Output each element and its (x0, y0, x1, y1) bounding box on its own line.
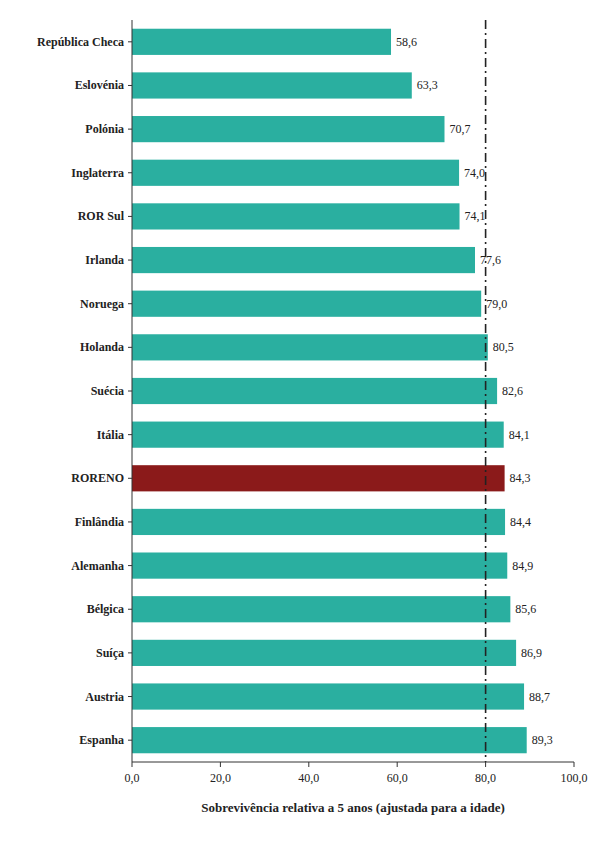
y-tick-label: Itália (97, 428, 124, 442)
y-tick (128, 652, 132, 653)
y-tick-label: ROR Sul (78, 209, 125, 223)
y-tick-label: Polónia (85, 122, 124, 136)
bar (132, 640, 516, 666)
y-tick (128, 521, 132, 522)
y-tick-label: Austria (85, 690, 124, 704)
data-label: 63,3 (417, 78, 438, 92)
y-tick (128, 303, 132, 304)
bar (132, 160, 459, 186)
data-label: 84,1 (509, 428, 530, 442)
bar (132, 552, 507, 578)
y-tick-label: Alemanha (71, 559, 124, 573)
y-tick (128, 260, 132, 261)
y-tick (128, 565, 132, 566)
bar (132, 72, 412, 98)
y-tick (128, 478, 132, 479)
y-tick-label: Finlândia (75, 515, 124, 529)
y-tick (128, 391, 132, 392)
data-label: 74,0 (464, 166, 485, 180)
x-tick-label: 100,0 (561, 771, 588, 785)
x-tick-label: 40,0 (298, 771, 319, 785)
bar (132, 683, 524, 709)
x-tick-label: 0,0 (125, 771, 140, 785)
bar (132, 422, 504, 448)
data-label: 84,3 (510, 471, 531, 485)
y-tick-label: Holanda (80, 340, 124, 354)
reference-line (485, 20, 487, 762)
bar (132, 465, 505, 491)
bar (132, 378, 497, 404)
y-tick (128, 347, 132, 348)
y-tick-label: Bélgica (87, 602, 124, 616)
bar (132, 727, 527, 753)
y-tick (128, 41, 132, 42)
x-axis-label: Sobrevivência relativa a 5 anos (ajustad… (201, 800, 505, 815)
x-tick-label: 60,0 (387, 771, 408, 785)
bar (132, 203, 460, 229)
data-label: 84,4 (510, 515, 531, 529)
data-label: 70,7 (449, 122, 470, 136)
x-tick (397, 762, 398, 767)
y-tick (128, 740, 132, 741)
y-tick (128, 172, 132, 173)
chart: 58,6 63,3 70,7 74,0 74,1 77,6 79,0 80,5 82,6 84,1… (0, 0, 614, 848)
y-tick (128, 85, 132, 86)
bar (132, 596, 510, 622)
bar (132, 334, 488, 360)
data-label: 58,6 (396, 35, 417, 49)
y-tick (128, 434, 132, 435)
bar (132, 29, 391, 55)
y-tick-label: Noruega (80, 297, 124, 311)
y-tick-label: Espanha (79, 733, 124, 747)
data-label: 77,6 (480, 253, 501, 267)
bar (132, 247, 475, 273)
data-label: 80,5 (493, 340, 514, 354)
data-label: 84,9 (512, 559, 533, 573)
x-axis-line (132, 762, 574, 763)
y-tick-label: Inglaterra (71, 166, 124, 180)
y-tick (128, 129, 132, 130)
x-tick-label: 20,0 (210, 771, 231, 785)
data-label: 74,1 (465, 209, 486, 223)
bar (132, 116, 444, 142)
y-tick-label: República Checa (37, 35, 124, 49)
data-label: 89,3 (532, 733, 553, 747)
y-tick-label: Suíça (96, 646, 124, 660)
data-label: 88,7 (529, 690, 550, 704)
y-tick-label: Eslovénia (75, 78, 124, 92)
y-tick-label: RORENO (71, 471, 124, 485)
y-tick-label: Suécia (91, 384, 124, 398)
data-label: 82,6 (502, 384, 523, 398)
x-tick (132, 762, 133, 767)
y-tick (128, 609, 132, 610)
x-tick (308, 762, 309, 767)
bar (132, 509, 505, 535)
y-tick (128, 696, 132, 697)
y-tick-label: Irlanda (85, 253, 124, 267)
x-tick (485, 762, 486, 767)
x-tick (574, 762, 575, 767)
x-tick-label: 80,0 (475, 771, 496, 785)
y-tick (128, 216, 132, 217)
bars (132, 29, 527, 754)
bar (132, 291, 481, 317)
data-label: 86,9 (521, 646, 542, 660)
data-label: 79,0 (486, 297, 507, 311)
x-tick (220, 762, 221, 767)
data-label: 85,6 (515, 602, 536, 616)
